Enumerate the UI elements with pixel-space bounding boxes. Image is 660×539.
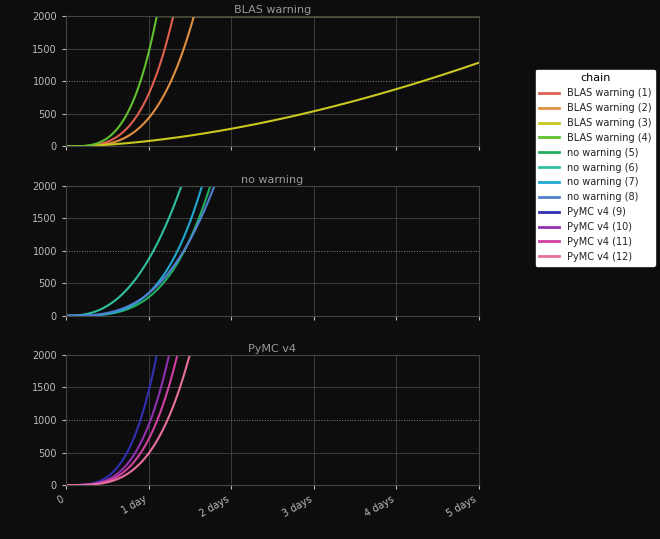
Title: no warning: no warning	[241, 175, 304, 185]
Legend: BLAS warning (1), BLAS warning (2), BLAS warning (3), BLAS warning (4), no warni: BLAS warning (1), BLAS warning (2), BLAS…	[535, 70, 655, 266]
Title: PyMC v4: PyMC v4	[248, 344, 296, 354]
Title: BLAS warning: BLAS warning	[234, 5, 311, 16]
